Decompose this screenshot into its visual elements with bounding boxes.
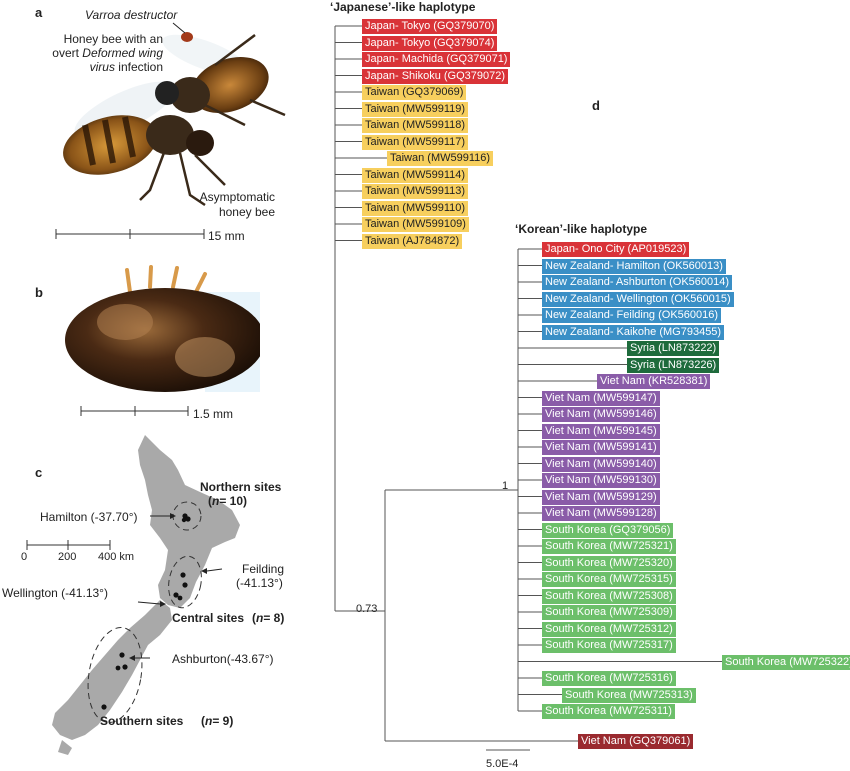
tree-leaf-japanese-8: Taiwan (MW599116) [387,151,494,166]
scale-label-a: 15 mm [208,229,245,243]
dwv-label-line1: Honey bee with an [63,32,163,46]
tree-leaf-japanese-11: Taiwan (MW599110) [362,200,469,216]
tree-branches [334,25,722,751]
tree-leaf-korean-14: Viet Nam (MW599130) [542,473,660,488]
tree-leaf-japanese-13: Taiwan (AJ784872) [362,233,463,249]
feilding-label-1: Feilding [242,562,285,576]
tree-leaf-korean-28: South Korea (MW725311) [542,704,675,719]
northern-sites-n: (n= 10) [208,494,248,508]
tree-leaf-japanese-4: Taiwan (GQ379069) [362,85,467,100]
tree-leaf-korean-4: New Zealand- Feilding (OK560016) [542,308,722,323]
tree-leaf-korean-10: Viet Nam (MW599146) [542,407,660,422]
japanese-haplotype-title: ‘Japanese’-like haplotype [330,0,476,14]
tree-leaf-korean-5: New Zealand- Kaikohe (MG793455) [542,324,725,340]
tree-leaf-korean-19: South Korea (MW725320) [542,555,676,571]
tree-leaf-korean-9: Viet Nam (MW599147) [542,390,660,406]
tree-leaf-korean-23: South Korea (MW725312) [542,621,676,637]
new-zealand-map [26,435,240,755]
korean-haplotype-title: ‘Korean’-like haplotype [515,222,648,236]
map-scale-400: 400 km [98,551,135,563]
tree-leaf-korean-2: New Zealand- Ashburton (OK560014) [542,275,733,290]
tree-leaf-korean-18: South Korea (MW725321) [542,539,676,554]
central-sites-n: (n= 8) [252,611,285,625]
dwv-label-line3: virus infection [89,60,163,74]
map-scale-200: 200 [58,551,77,563]
tree-leaf-korean-6: Syria (LN873222) [627,341,720,356]
tree-leaf-japanese-3: Japan- Shikoku (GQ379072) [362,68,509,84]
asymptomatic-label-line1: Asymptomatic [199,190,275,204]
tree-leaf-korean-20: South Korea (MW725315) [542,572,676,587]
tree-leaf-japanese-2: Japan- Machida (GQ379071) [362,52,511,67]
tree-leaf-japanese-6: Taiwan (MW599118) [362,118,469,133]
panel-letter-c: c [35,465,43,480]
panel-letter-d: d [592,98,600,113]
north-island-shape [138,435,240,608]
panel-letter-b: b [35,285,43,300]
tree-leaf-korean-1: New Zealand- Hamilton (OK560013) [542,258,726,274]
central-sites-title: Central sites [172,611,245,625]
tree-leaf-korean-8: Viet Nam (KR528381) [597,374,711,389]
tree-leaf-korean-7: Syria (LN873226) [627,357,720,373]
node-support-korean: 1 [502,480,509,492]
southern-sites-n: (n= 9) [201,714,234,728]
tree-leaf-japanese-1: Japan- Tokyo (GQ379074) [362,35,498,51]
tree-leaf-korean-13: Viet Nam (MW599140) [542,456,660,472]
tree-leaf-korean-15: Viet Nam (MW599129) [542,489,660,505]
tree-leaf-outgroup: Viet Nam (GQ379061) [578,734,694,749]
tree-leaf-korean-25: South Korea (MW725322) [722,654,850,670]
map-scale-0: 0 [21,551,28,563]
hamilton-label: Hamilton (-37.70°) [40,510,138,524]
varroa-mite-photo [65,265,260,392]
tree-leaf-japanese-9: Taiwan (MW599114) [362,167,469,183]
tree-scale-label: 5.0E-4 [486,758,519,770]
tree-leaf-korean-27: South Korea (MW725313) [562,687,696,703]
tree-leaf-korean-22: South Korea (MW725309) [542,605,676,620]
wellington-label: Wellington (-41.13°) [2,586,108,600]
scale-bar-a [55,229,205,239]
tree-leaf-japanese-7: Taiwan (MW599117) [362,134,469,150]
tree-leaf-korean-17: South Korea (GQ379056) [542,522,674,538]
northern-sites-title: Northern sites [200,480,282,494]
ashburton-label: Ashburton(-43.67°) [172,652,274,666]
scale-bar-b [80,406,189,416]
panel-letter-a: a [35,5,43,20]
tree-leaf-korean-21: South Korea (MW725308) [542,588,676,604]
tree-leaf-korean-24: South Korea (MW725317) [542,638,676,653]
south-island-shape [52,600,172,740]
feilding-label-2: (-41.13°) [236,576,283,590]
asymptomatic-label-line2: honey bee [218,205,275,219]
tree-leaf-japanese-5: Taiwan (MW599119) [362,101,469,117]
tree-leaf-japanese-0: Japan- Tokyo (GQ379070) [362,19,498,34]
tree-leaf-korean-26: South Korea (MW725316) [542,671,676,686]
tree-leaf-japanese-12: Taiwan (MW599109) [362,217,469,232]
tree-leaf-korean-16: Viet Nam (MW599128) [542,506,660,521]
honey-bee-photo [63,22,286,207]
scale-label-b: 1.5 mm [193,407,234,421]
tree-leaf-japanese-10: Taiwan (MW599113) [362,184,469,199]
tree-leaf-korean-3: New Zealand- Wellington (OK560015) [542,291,734,307]
varroa-label: Varroa destructor [85,8,178,22]
phylogenetic-tree: ‘Japanese’-like haplotype ‘Korean’-like … [310,0,850,771]
tree-leaf-korean-0: Japan- Ono City (AP019523) [542,242,690,257]
southern-sites-title: Southern sites [100,714,184,728]
tree-leaf-korean-12: Viet Nam (MW599141) [542,440,660,455]
node-support-root: 0.73 [356,603,378,615]
dwv-label-line2: overt Deformed wing [52,46,163,60]
tree-leaf-korean-11: Viet Nam (MW599145) [542,423,660,439]
